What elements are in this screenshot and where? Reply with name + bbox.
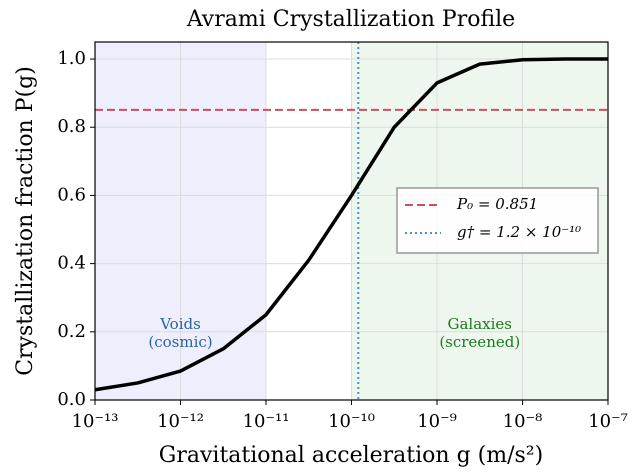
y-tick-label: 0.2	[57, 321, 86, 342]
x-tick-label: 10⁻⁸	[503, 411, 543, 432]
annotation: Galaxies	[448, 315, 513, 333]
annotation: Voids	[159, 315, 201, 333]
x-tick-label: 10⁻¹³	[72, 411, 119, 432]
y-tick-label: 0.0	[57, 389, 86, 410]
annotation: (screened)	[439, 333, 520, 351]
y-tick-label: 1.0	[57, 48, 86, 69]
chart-title: Avrami Crystallization Profile	[186, 7, 515, 32]
y-axis-label: Crystallization fraction P(g)	[13, 66, 38, 376]
legend-box	[396, 187, 599, 254]
y-tick-label: 0.4	[57, 253, 86, 274]
data-line	[94, 57, 608, 392]
legend: P₀ = 0.851 g† = 1.2 × 10⁻¹⁰	[396, 187, 599, 254]
legend-label: P₀ = 0.851	[456, 195, 538, 213]
x-tick-label: 10⁻⁹	[417, 411, 457, 432]
x-tick-label: 10⁻⁷	[588, 411, 628, 432]
x-axis-label: Gravitational acceleration g (m/s²)	[159, 443, 543, 468]
x-tick-label: 10⁻¹²	[157, 411, 204, 432]
annotation: (cosmic)	[148, 333, 212, 351]
x-tick-label: 10⁻¹⁰	[328, 411, 375, 432]
y-tick-label: 0.6	[57, 184, 86, 205]
y-tick-label: 0.8	[57, 116, 86, 137]
x-tick-label: 10⁻¹¹	[243, 411, 290, 432]
legend-label: g† = 1.2 × 10⁻¹⁰	[457, 223, 581, 241]
